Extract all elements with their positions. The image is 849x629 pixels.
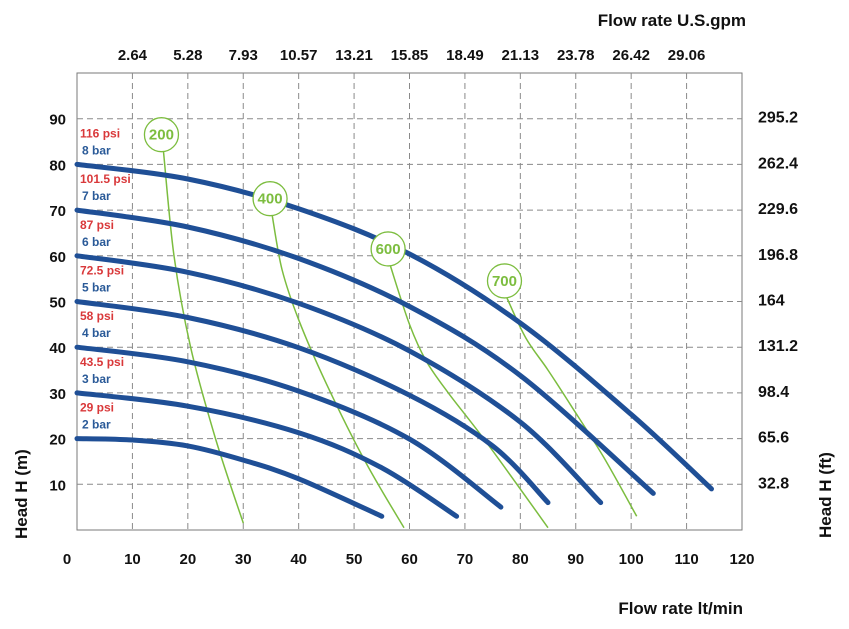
- gpm-tick-label: 7.93: [229, 47, 258, 64]
- psi-label: 29 psi: [80, 401, 114, 415]
- speed-curve-400: [271, 214, 405, 529]
- ft-tick-label: 131.2: [758, 338, 798, 355]
- speed-curve-700: [505, 296, 638, 517]
- speed-curves: [162, 150, 638, 529]
- y-tick-label: 60: [49, 249, 66, 266]
- pressure-curve-2-bar: [74, 436, 385, 519]
- psi-label: 43.5 psi: [80, 355, 124, 369]
- gpm-tick-label: 10.57: [280, 47, 318, 64]
- y-tick-label: 90: [49, 112, 66, 129]
- y-tick-label: 20: [49, 432, 66, 449]
- pressure-curve-4-bar: [74, 344, 504, 510]
- y-tick-label: 40: [49, 340, 66, 357]
- x-tick-label: 60: [401, 551, 418, 568]
- speed-label-circle: [143, 117, 180, 153]
- bar-label: 3 bar: [82, 372, 111, 386]
- psi-label: 72.5 psi: [80, 264, 124, 278]
- bar-label: 4 bar: [82, 326, 111, 340]
- ft-tick-label: 98.4: [758, 384, 789, 401]
- ft-tick-label: 164: [758, 293, 785, 310]
- bar-label: 6 bar: [82, 235, 111, 249]
- x-tick-label: 10: [124, 551, 141, 568]
- speed-curve-600: [389, 264, 549, 529]
- psi-label: 116 psi: [80, 126, 120, 140]
- speed-label-700: 700: [492, 273, 517, 290]
- gpm-tick-label: 23.78: [557, 47, 595, 64]
- gpm-tick-label: 15.85: [391, 47, 429, 64]
- bar-label: 7 bar: [82, 189, 111, 203]
- y-axis-title-left: Head H (m): [12, 449, 31, 539]
- x-tick-label: 100: [619, 551, 644, 568]
- ft-tick-label: 295.2: [758, 110, 798, 127]
- x-tick-label: 50: [346, 551, 363, 568]
- y-tick-label: 10: [49, 477, 66, 494]
- x-tick-label: 80: [512, 551, 529, 568]
- gpm-tick-label: 29.06: [668, 47, 706, 64]
- curve-labels: 200 400 600 700 116 psi 8 bar 101.5 psi 7 bar 87…: [80, 117, 523, 432]
- y-tick-labels: 10 20 30 40 50 60 70 80 90: [49, 112, 66, 495]
- x-tick-label: 110: [674, 551, 698, 568]
- pressure-curve-6-bar: [74, 253, 604, 506]
- speed-label-400: 400: [258, 191, 283, 208]
- y-tick-label: 50: [49, 295, 66, 312]
- x-tick-label: 30: [235, 551, 252, 568]
- psi-label: 58 psi: [80, 309, 114, 323]
- psi-label: 101.5 psi: [80, 172, 131, 186]
- ft-tick-label: 65.6: [758, 430, 789, 447]
- x-tick-label: 70: [457, 551, 474, 568]
- bar-label: 5 bar: [82, 281, 111, 295]
- pressure-curve-5-bar: [74, 299, 551, 506]
- gpm-tick-label: 21.13: [502, 47, 540, 64]
- ft-tick-label: 262.4: [758, 155, 798, 172]
- speed-label-circle: [252, 181, 288, 217]
- x-tick-label: 40: [290, 551, 307, 568]
- y-axis-title-right: Head H (ft): [816, 452, 835, 538]
- x-axis-title: Flow rate lt/min: [618, 599, 743, 618]
- pressure-curves: [74, 161, 714, 519]
- x-tick-label: 0: [63, 551, 71, 568]
- gpm-tick-label: 5.28: [173, 47, 202, 64]
- ft-tick-label: 196.8: [758, 247, 798, 264]
- gpm-tick-label: 18.49: [446, 47, 484, 64]
- x-tick-label: 90: [567, 551, 584, 568]
- gpm-tick-label: 2.64: [118, 47, 148, 64]
- ft-tick-label: 32.8: [758, 475, 789, 492]
- speed-curve-200: [162, 150, 245, 524]
- x-tick-label: 120: [729, 551, 754, 568]
- x-tick-labels: 0 10 20 30 40 50 60 70 80 90 100 110 120: [63, 551, 755, 568]
- gpm-tick-label: 26.42: [612, 47, 650, 64]
- gpm-axis-title: Flow rate U.S.gpm: [598, 11, 746, 30]
- gpm-tick-labels: 2.64 5.28 7.93 10.57 13.21 15.85 18.49 21.13 23.…: [118, 47, 706, 64]
- speed-label-circle: [486, 263, 523, 299]
- ft-tick-labels: 32.8 65.6 98.4 131.2 164 196.8 229.6 262.4 295.2: [758, 110, 798, 493]
- speed-label-200: 200: [149, 127, 174, 144]
- ft-tick-label: 229.6: [758, 201, 798, 218]
- gpm-tick-label: 13.21: [335, 47, 373, 64]
- x-tick-label: 20: [179, 551, 196, 568]
- y-tick-label: 70: [49, 203, 66, 220]
- pressure-curve-7-bar: [74, 207, 656, 496]
- y-tick-label: 30: [49, 386, 66, 403]
- speed-label-600: 600: [376, 241, 401, 258]
- pressure-curve-8-bar: [74, 161, 714, 492]
- y-tick-label: 80: [49, 157, 66, 174]
- psi-label: 87 psi: [80, 218, 114, 232]
- bar-label: 2 bar: [82, 418, 111, 432]
- pressure-curve-3-bar: [74, 390, 460, 519]
- speed-label-circle: [370, 231, 406, 267]
- bar-label: 8 bar: [82, 143, 111, 157]
